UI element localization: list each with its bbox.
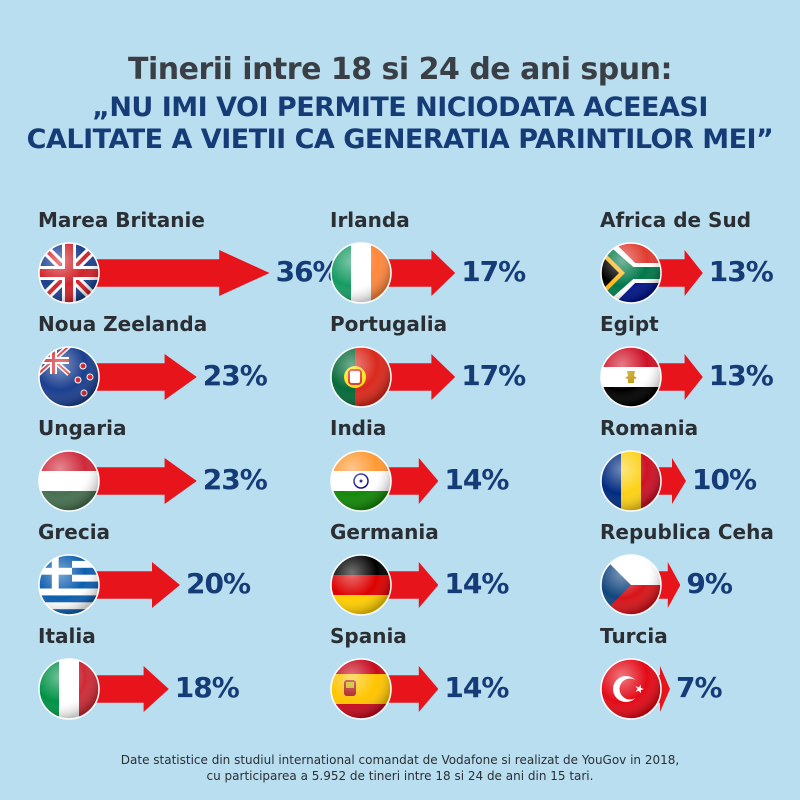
country-item: Italia 18% — [38, 624, 298, 724]
footer-line-1: Date statistice din studiul internationa… — [120, 753, 680, 767]
country-label: Ungaria — [38, 416, 127, 440]
country-item: Grecia 20% — [38, 520, 298, 620]
country-item: Noua Zeelanda 23% — [38, 312, 298, 412]
country-item: Egipt 13% — [600, 312, 800, 412]
czech-flag-icon — [600, 554, 662, 616]
value-label: 23% — [202, 463, 268, 496]
value-label: 10% — [692, 463, 757, 496]
value-label: 13% — [708, 255, 774, 288]
value-label: 7% — [676, 671, 723, 704]
value-label: 9% — [686, 567, 733, 600]
page-subtitle: „NU IMI VOI PERMITE NICIODATA ACEEASI CA… — [0, 92, 800, 156]
germany-flag-icon — [330, 554, 392, 616]
country-item: Portugalia 17% — [330, 312, 590, 412]
value-label: 14% — [444, 671, 509, 704]
country-label: Grecia — [38, 520, 111, 544]
value-label: 23% — [202, 359, 268, 392]
hungary-flag-icon — [38, 450, 100, 512]
south-africa-flag-icon — [600, 242, 662, 304]
value-label: 14% — [444, 463, 509, 496]
uk-flag-icon — [38, 242, 100, 304]
country-item: Africa de Sud 13% — [600, 208, 800, 308]
country-label: Italia — [38, 624, 96, 648]
value-label: 17% — [461, 359, 526, 392]
country-label: Turcia — [600, 624, 668, 648]
country-item: Spania 14% — [330, 624, 590, 724]
country-label: Portugalia — [330, 312, 448, 336]
country-label: India — [330, 416, 387, 440]
country-item: Marea Britanie 36% — [38, 208, 341, 308]
country-label: Marea Britanie — [38, 208, 205, 232]
country-label: Romania — [600, 416, 699, 440]
value-label: 17% — [461, 255, 526, 288]
country-label: Germania — [330, 520, 439, 544]
subtitle-line-2: CALITATE A VIETII CA GENERATIA PARINTILO… — [26, 124, 774, 155]
india-flag-icon — [330, 450, 392, 512]
spain-flag-icon — [330, 658, 392, 720]
country-item: Romania 10% — [600, 416, 800, 516]
country-item: Irlanda 17% — [330, 208, 590, 308]
country-label: Irlanda — [330, 208, 410, 232]
ireland-flag-icon — [330, 242, 392, 304]
country-item: Ungaria 23% — [38, 416, 298, 516]
romania-flag-icon — [600, 450, 662, 512]
subtitle-line-1: „NU IMI VOI PERMITE NICIODATA ACEEASI — [92, 92, 708, 123]
country-item: Turcia 7% — [600, 624, 800, 724]
new-zealand-flag-icon — [38, 346, 100, 408]
turkey-flag-icon — [600, 658, 662, 720]
page-title: Tinerii intre 18 si 24 de ani spun: — [128, 52, 672, 87]
country-item: Germania 14% — [330, 520, 590, 620]
value-label: 14% — [444, 567, 509, 600]
country-item: India 14% — [330, 416, 590, 516]
country-label: Egipt — [600, 312, 659, 336]
portugal-flag-icon — [330, 346, 392, 408]
country-label: Noua Zeelanda — [38, 312, 208, 336]
egypt-flag-icon — [600, 346, 662, 408]
country-label: Republica Ceha — [600, 520, 774, 544]
value-label: 36% — [275, 255, 341, 288]
italy-flag-icon — [38, 658, 100, 720]
value-label: 13% — [708, 359, 774, 392]
country-label: Spania — [330, 624, 407, 648]
footer-line-2: cu participarea a 5.952 de tineri intre … — [206, 769, 594, 783]
value-label: 20% — [186, 567, 251, 600]
footer-note: Date statistice din studiul internationa… — [0, 752, 800, 784]
greece-flag-icon — [38, 554, 100, 616]
country-item: Republica Ceha 9% — [600, 520, 800, 620]
value-label: 18% — [174, 671, 240, 704]
country-label: Africa de Sud — [600, 208, 752, 232]
